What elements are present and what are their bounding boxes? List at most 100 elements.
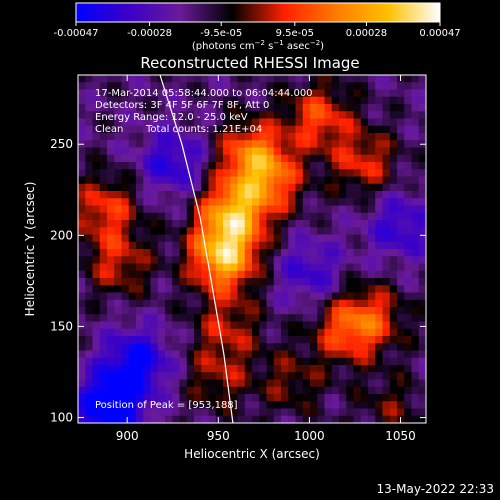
heatmap-cell (208, 278, 217, 286)
heatmap-cell (143, 365, 152, 373)
heatmap-cell (186, 350, 195, 359)
heatmap-cell (237, 212, 246, 221)
heatmap-cell (375, 111, 384, 120)
heatmap-cell (339, 328, 347, 337)
heatmap-cell (179, 96, 188, 105)
heatmap-cell (179, 278, 188, 286)
heatmap-cell (150, 140, 159, 149)
annotation-peak: Position of Peak = [953,188] (95, 400, 238, 411)
heatmap-cell (302, 350, 311, 359)
heatmap-cell (201, 183, 210, 192)
heatmap-cell (346, 394, 355, 402)
heatmap-cell (179, 415, 188, 423)
heatmap-cell (317, 96, 326, 105)
heatmap-cell (179, 386, 188, 395)
heatmap-cell (114, 96, 123, 105)
heatmap-cell (186, 263, 195, 272)
heatmap-cell (150, 285, 159, 294)
heatmap-cell (397, 154, 405, 163)
heatmap-cell (172, 96, 181, 105)
heatmap-cell (368, 263, 376, 272)
heatmap-cell (252, 111, 260, 120)
heatmap-cell (360, 89, 369, 98)
heatmap-cell (324, 408, 333, 417)
heatmap-cell (281, 104, 289, 112)
heatmap-cell (114, 372, 123, 381)
heatmap-cell (302, 191, 311, 199)
heatmap-cell (201, 256, 210, 265)
heatmap-cell (201, 75, 210, 83)
heatmap-cell (411, 169, 420, 178)
heatmap-cell (201, 328, 210, 337)
heatmap-cell (281, 357, 289, 366)
heatmap-cell (150, 75, 159, 83)
heatmap-cell (237, 415, 246, 423)
heatmap-cell (208, 118, 217, 127)
heatmap-cell (339, 82, 347, 91)
heatmap-cell (136, 118, 144, 127)
heatmap-cell (418, 82, 426, 91)
heatmap-cell (186, 212, 195, 221)
heatmap-cell (375, 350, 384, 359)
heatmap-cell (281, 154, 289, 163)
heatmap-cell (244, 241, 253, 250)
heatmap-cell (136, 336, 144, 344)
heatmap-cell (215, 220, 224, 228)
heatmap-cell (252, 394, 260, 402)
heatmap-cell (107, 133, 115, 141)
heatmap-cell (136, 278, 144, 286)
heatmap-cell (157, 241, 166, 250)
heatmap-cell (223, 343, 231, 352)
heatmap-cell (411, 350, 420, 359)
heatmap-cell (128, 307, 137, 315)
heatmap-cell (411, 111, 420, 120)
heatmap-cell (346, 125, 355, 134)
heatmap-cell (165, 307, 173, 315)
heatmap-cell (331, 357, 340, 366)
heatmap-cell (114, 350, 123, 359)
heatmap-cell (375, 372, 384, 381)
heatmap-cell (165, 321, 173, 330)
heatmap-cell (302, 75, 311, 83)
heatmap-cell (107, 183, 115, 192)
heatmap-cell (411, 321, 420, 330)
heatmap-cell (310, 408, 318, 417)
heatmap-cell (273, 118, 282, 127)
heatmap-cell (244, 198, 253, 207)
heatmap-cell (194, 176, 202, 185)
heatmap-cell (99, 147, 108, 156)
heatmap-cell (331, 176, 340, 185)
heatmap-cell (310, 162, 318, 170)
heatmap-cell (288, 111, 297, 120)
heatmap-cell (281, 372, 289, 381)
heatmap-cell (186, 220, 195, 228)
heatmap-cell (324, 82, 333, 91)
heatmap-cell (107, 307, 115, 315)
heatmap-cell (266, 321, 275, 330)
heatmap-cell (411, 372, 420, 381)
heatmap-cell (230, 183, 239, 192)
heatmap-cell (215, 386, 224, 395)
heatmap-cell (273, 372, 282, 381)
heatmap-cell (404, 336, 413, 344)
heatmap-cell (389, 241, 398, 250)
heatmap-cell (143, 408, 152, 417)
heatmap-cell (324, 162, 333, 170)
heatmap-cell (215, 162, 224, 170)
heatmap-cell (172, 125, 181, 134)
heatmap-cell (215, 205, 224, 214)
heatmap-cell (78, 234, 86, 243)
heatmap-cell (186, 234, 195, 243)
heatmap-cell (99, 408, 108, 417)
heatmap-cell (92, 147, 101, 156)
heatmap-cell (165, 118, 173, 127)
heatmap-cell (157, 408, 166, 417)
heatmap-cell (223, 191, 231, 199)
heatmap-cell (237, 365, 246, 373)
heatmap-cell (295, 104, 304, 112)
heatmap-cell (244, 249, 253, 257)
heatmap-cell (114, 118, 123, 127)
heatmap-cell (273, 314, 282, 323)
heatmap-cell (317, 350, 326, 359)
heatmap-cell (404, 140, 413, 149)
